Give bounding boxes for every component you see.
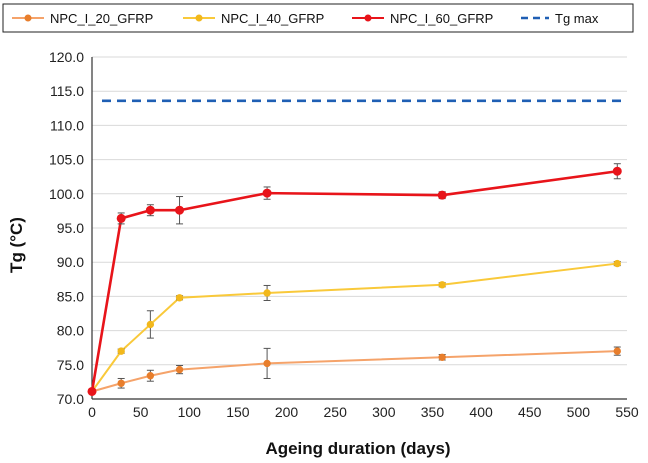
- data-point: [175, 205, 185, 215]
- y-tick-label: 100.0: [49, 186, 84, 202]
- legend-label: NPC_I_40_GFRP: [221, 11, 324, 26]
- data-point: [87, 386, 97, 396]
- data-point: [117, 379, 125, 387]
- x-tick-label: 350: [421, 404, 445, 420]
- y-tick-label: 70.0: [57, 391, 84, 407]
- data-point: [175, 365, 184, 374]
- y-tick-label: 120.0: [49, 49, 84, 65]
- x-axis-title: Ageing duration (days): [265, 439, 450, 458]
- y-axis-title: Tg (°C): [7, 217, 26, 273]
- series-0-line: [91, 350, 618, 393]
- data-point: [438, 281, 446, 289]
- y-tick-label: 105.0: [49, 152, 84, 168]
- y-tick-label: 110.0: [50, 117, 84, 133]
- axes: 70.0 75.0 80.0 85.0 90.0 95.0 100.0 105.0 110.0 1…: [49, 49, 639, 420]
- legend-marker: [195, 14, 203, 22]
- y-tick-label: 85.0: [57, 288, 84, 304]
- x-tick-label: 500: [567, 404, 591, 420]
- y-tick-label: 80.0: [57, 323, 84, 339]
- data-point: [263, 289, 271, 297]
- data-point: [438, 353, 446, 361]
- data-point: [437, 190, 447, 200]
- x-tick-label: 50: [133, 404, 149, 420]
- x-tick-label: 300: [372, 404, 396, 420]
- series-layer: [87, 99, 622, 396]
- x-tick-label: 150: [226, 404, 250, 420]
- x-tick-label: 450: [518, 404, 542, 420]
- legend-label: Tg max: [555, 11, 599, 26]
- x-tick-label: 250: [324, 404, 348, 420]
- legend-marker: [24, 14, 32, 22]
- data-point: [262, 188, 272, 198]
- y-tick-label: 115.0: [50, 83, 84, 99]
- legend-marker: [364, 14, 372, 22]
- data-point: [146, 372, 155, 380]
- legend-label: NPC_I_60_GFRP: [390, 11, 493, 26]
- y-tick-label: 90.0: [57, 254, 84, 270]
- x-tick-label: 0: [88, 404, 96, 420]
- y-tick-label: 75.0: [57, 357, 84, 373]
- x-tick-label: 200: [275, 404, 299, 420]
- legend-label: NPC_I_20_GFRP: [50, 11, 153, 26]
- x-tick-label: 550: [615, 404, 639, 420]
- y-tick-label: 95.0: [57, 220, 84, 236]
- data-point: [263, 359, 271, 368]
- data-point: [175, 294, 184, 302]
- legend: NPC_I_20_GFRP NPC_I_40_GFRP NPC_I_60_GFRP T…: [2, 3, 634, 33]
- data-point: [145, 205, 155, 215]
- x-tick-label: 100: [178, 404, 202, 420]
- data-point: [116, 213, 126, 223]
- data-point: [612, 166, 622, 176]
- x-tick-label: 400: [469, 404, 493, 420]
- data-point: [613, 259, 621, 268]
- data-point: [613, 347, 621, 355]
- series-2-line: [90, 169, 618, 392]
- data-point: [146, 320, 155, 329]
- data-point: [117, 347, 125, 355]
